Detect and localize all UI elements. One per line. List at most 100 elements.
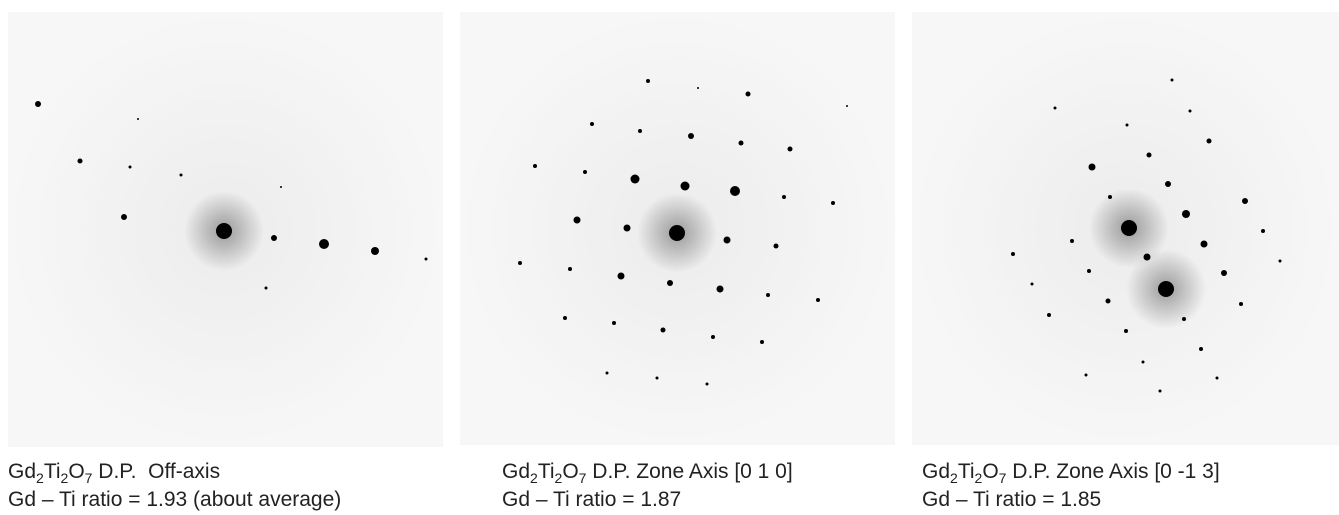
spot bbox=[606, 372, 609, 375]
spot bbox=[739, 141, 744, 146]
spot bbox=[1242, 198, 1248, 204]
spot bbox=[1085, 374, 1088, 377]
spot bbox=[711, 335, 715, 339]
caption-part: D.P. Off-axis bbox=[92, 460, 220, 483]
subscript: 7 bbox=[999, 470, 1007, 486]
spot bbox=[371, 247, 379, 255]
spot bbox=[816, 298, 820, 302]
spot bbox=[1221, 270, 1227, 276]
subscript: 7 bbox=[579, 470, 587, 486]
spot bbox=[1147, 153, 1152, 158]
subscript: 2 bbox=[530, 470, 538, 486]
caption-title: Gd2Ti2O7 D.P. Off-axis bbox=[8, 460, 220, 486]
spot bbox=[667, 280, 673, 286]
spot bbox=[180, 174, 183, 177]
spot bbox=[216, 223, 232, 239]
spot bbox=[129, 166, 132, 169]
spot bbox=[1159, 390, 1162, 393]
spot bbox=[1089, 164, 1096, 171]
subscript: 2 bbox=[975, 470, 983, 486]
spot bbox=[631, 175, 640, 184]
spot bbox=[1189, 110, 1192, 113]
figure: Gd2Ti2O7 D.P. Off-axisGd – Ti ratio = 1.… bbox=[0, 0, 1339, 515]
spot bbox=[121, 214, 127, 220]
caption-title: Gd2Ti2O7 D.P. Zone Axis [0 -1 3] bbox=[922, 460, 1220, 486]
caption-part: O bbox=[982, 460, 998, 483]
caption-title: Gd2Ti2O7 D.P. Zone Axis [0 1 0] bbox=[502, 460, 793, 486]
spot bbox=[1261, 229, 1265, 233]
spot bbox=[574, 217, 581, 224]
spot bbox=[730, 186, 740, 196]
spot bbox=[1207, 139, 1212, 144]
spot bbox=[766, 293, 770, 297]
spot bbox=[1126, 124, 1129, 127]
caption-ratio: Gd – Ti ratio = 1.85 bbox=[922, 488, 1101, 511]
spot bbox=[831, 201, 835, 205]
spot bbox=[280, 186, 282, 188]
caption-part: Gd bbox=[502, 460, 530, 483]
spot bbox=[1239, 302, 1243, 306]
spot bbox=[724, 237, 731, 244]
spot bbox=[1199, 347, 1203, 351]
caption-part: D.P. Zone Axis [0 1 0] bbox=[586, 460, 792, 483]
spot bbox=[583, 170, 587, 174]
caption-part: Ti bbox=[44, 460, 61, 483]
spot bbox=[137, 118, 139, 120]
spot bbox=[1108, 195, 1112, 199]
spot bbox=[563, 316, 567, 320]
spot bbox=[1031, 283, 1034, 286]
caption-part: Gd bbox=[8, 460, 36, 483]
spot bbox=[1011, 252, 1015, 256]
spot bbox=[697, 87, 699, 89]
spot bbox=[533, 164, 537, 168]
spot bbox=[746, 92, 751, 97]
spot bbox=[590, 122, 594, 126]
spot bbox=[568, 267, 572, 271]
caption-ratio: Gd – Ti ratio = 1.87 bbox=[502, 488, 681, 511]
caption-ratio: Gd – Ti ratio = 1.93 (about average) bbox=[8, 488, 341, 511]
spot bbox=[618, 273, 625, 280]
caption-part: D.P. Zone Axis [0 -1 3] bbox=[1006, 460, 1219, 483]
spot bbox=[612, 321, 616, 325]
caption-part: O bbox=[562, 460, 578, 483]
spot bbox=[1121, 220, 1137, 236]
spot bbox=[638, 129, 642, 133]
spot bbox=[760, 340, 764, 344]
spot bbox=[319, 239, 329, 249]
spot bbox=[1124, 329, 1128, 333]
subscript: 2 bbox=[61, 470, 69, 486]
spot bbox=[78, 159, 83, 164]
spot bbox=[1165, 181, 1171, 187]
spot bbox=[782, 195, 786, 199]
caption-part: Gd bbox=[922, 460, 950, 483]
subscript: 2 bbox=[555, 470, 563, 486]
spot bbox=[656, 377, 659, 380]
subscript: 2 bbox=[36, 470, 44, 486]
spot bbox=[425, 258, 428, 261]
spot bbox=[1070, 239, 1074, 243]
subscript: 7 bbox=[85, 470, 93, 486]
spot bbox=[518, 261, 522, 265]
spot bbox=[681, 182, 690, 191]
spot bbox=[1279, 260, 1282, 263]
spot bbox=[1182, 317, 1186, 321]
spot bbox=[846, 105, 848, 107]
spot bbox=[1216, 377, 1219, 380]
spot bbox=[1201, 241, 1208, 248]
spot bbox=[688, 133, 694, 139]
spot bbox=[1087, 269, 1091, 273]
spot bbox=[1142, 361, 1145, 364]
spot bbox=[646, 79, 650, 83]
caption-part: O bbox=[68, 460, 84, 483]
spot bbox=[1171, 79, 1174, 82]
spot bbox=[265, 287, 268, 290]
spot bbox=[1158, 281, 1174, 297]
spot bbox=[1106, 299, 1111, 304]
spot bbox=[1054, 107, 1057, 110]
spot bbox=[1144, 254, 1151, 261]
spot bbox=[706, 383, 709, 386]
spot bbox=[661, 328, 666, 333]
spot bbox=[35, 101, 41, 107]
spot bbox=[717, 286, 724, 293]
